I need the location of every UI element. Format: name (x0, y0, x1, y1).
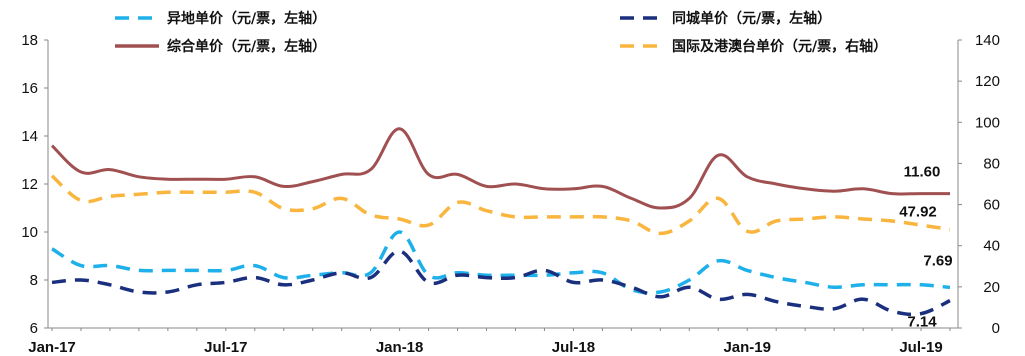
left-y-axis: 6 8 10 12 14 16 18 (21, 32, 49, 337)
left-tick-label: 10 (21, 224, 38, 241)
legend-label: 综合单价（元/票，左轴） (167, 38, 326, 55)
x-tick-label: Jul-18 (552, 339, 595, 356)
legend-label: 异地单价（元/票，左轴） (167, 10, 326, 27)
legend-label: 同城单价（元/票，左轴） (672, 10, 831, 27)
x-tick-label: Jan-18 (376, 339, 424, 356)
left-tick-label: 12 (21, 176, 38, 193)
left-tick-label: 16 (21, 80, 38, 97)
data-label: 47.92 (899, 203, 937, 220)
right-tick-label: 120 (975, 73, 1000, 90)
right-tick-label: 20 (983, 279, 1000, 296)
x-tick-label: Jan-19 (723, 339, 771, 356)
right-tick-label: 40 (983, 238, 1000, 255)
series-line-2 (50, 127, 950, 210)
legend-label: 国际及港澳台单价（元/票，右轴） (672, 38, 887, 55)
data-label: 11.60 (904, 164, 941, 181)
legend: 异地单价（元/票，左轴） 同城单价（元/票，左轴） 综合单价（元/票，左轴） 国际及港… (115, 10, 887, 55)
right-tick-label: 60 (983, 197, 1000, 214)
data-label: 7.14 (907, 314, 937, 331)
x-tick-label: Jan-17 (28, 339, 76, 356)
right-tick-label: 100 (975, 114, 1000, 131)
right-y-axis: 0 20 40 60 80 100 120 140 (957, 32, 1000, 337)
left-tick-label: 8 (30, 272, 38, 289)
left-tick-label: 14 (21, 128, 38, 145)
x-tick-label: Jul-19 (899, 339, 942, 356)
x-axis: Jan-17 Jul-17 Jan-18 Jul-18 Jan-19 Jul-19 (28, 327, 958, 356)
data-label: 7.69 (923, 252, 952, 269)
left-tick-label: 18 (21, 32, 38, 49)
right-tick-label: 140 (975, 32, 1000, 49)
right-tick-label: 0 (992, 320, 1000, 337)
series-line-3 (50, 174, 951, 236)
series-line-0 (51, 230, 951, 295)
series-line-1 (51, 249, 951, 317)
x-tick-label: Jul-17 (204, 339, 247, 356)
right-tick-label: 80 (983, 155, 1000, 172)
left-tick-label: 6 (30, 320, 38, 337)
series-layer (50, 127, 951, 317)
data-labels: 11.60 47.92 7.69 7.14 (899, 164, 952, 331)
